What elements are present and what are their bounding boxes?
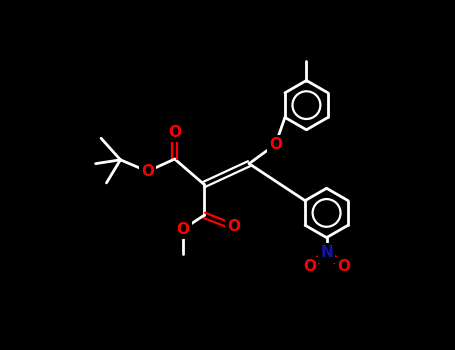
Text: O: O [227,219,240,234]
Text: O: O [177,222,190,237]
Text: O: O [141,164,154,179]
Text: O: O [303,259,316,274]
Text: O: O [269,137,282,152]
Text: O: O [337,259,350,274]
Text: O: O [168,125,181,140]
Text: N: N [320,245,333,260]
